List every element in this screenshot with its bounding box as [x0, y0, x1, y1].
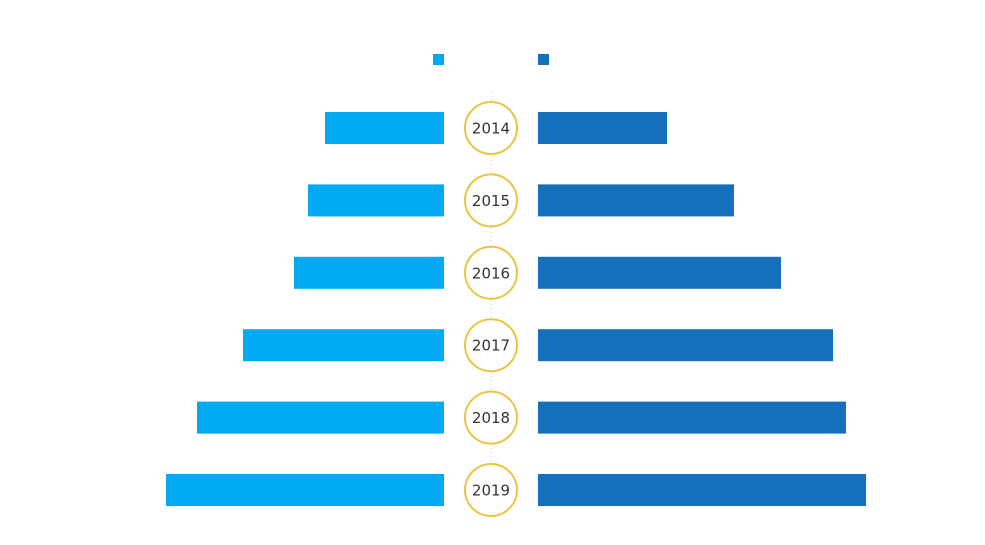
bar [325, 112, 444, 144]
bar [538, 112, 667, 144]
category-label: 2018 [472, 409, 510, 427]
legend-marker [538, 54, 549, 65]
bar [243, 329, 444, 362]
bar [538, 401, 846, 434]
category-label: 2019 [472, 482, 510, 500]
year-badge [464, 463, 518, 517]
bar [538, 184, 734, 217]
bar [538, 256, 781, 289]
year-badge [464, 101, 518, 155]
bar [166, 474, 444, 506]
category-label: 2015 [472, 192, 510, 210]
category-label: 2017 [472, 337, 510, 355]
bar [294, 256, 444, 289]
category-label: 2016 [472, 264, 510, 282]
bar [197, 401, 444, 434]
year-badge [464, 245, 518, 300]
category-label: 2014 [472, 120, 510, 138]
bar [538, 474, 866, 506]
year-badge [464, 173, 518, 228]
legend-marker [433, 54, 444, 65]
year-badge [464, 390, 518, 445]
bar [538, 329, 833, 362]
bar [308, 184, 444, 217]
year-badge [464, 318, 518, 373]
